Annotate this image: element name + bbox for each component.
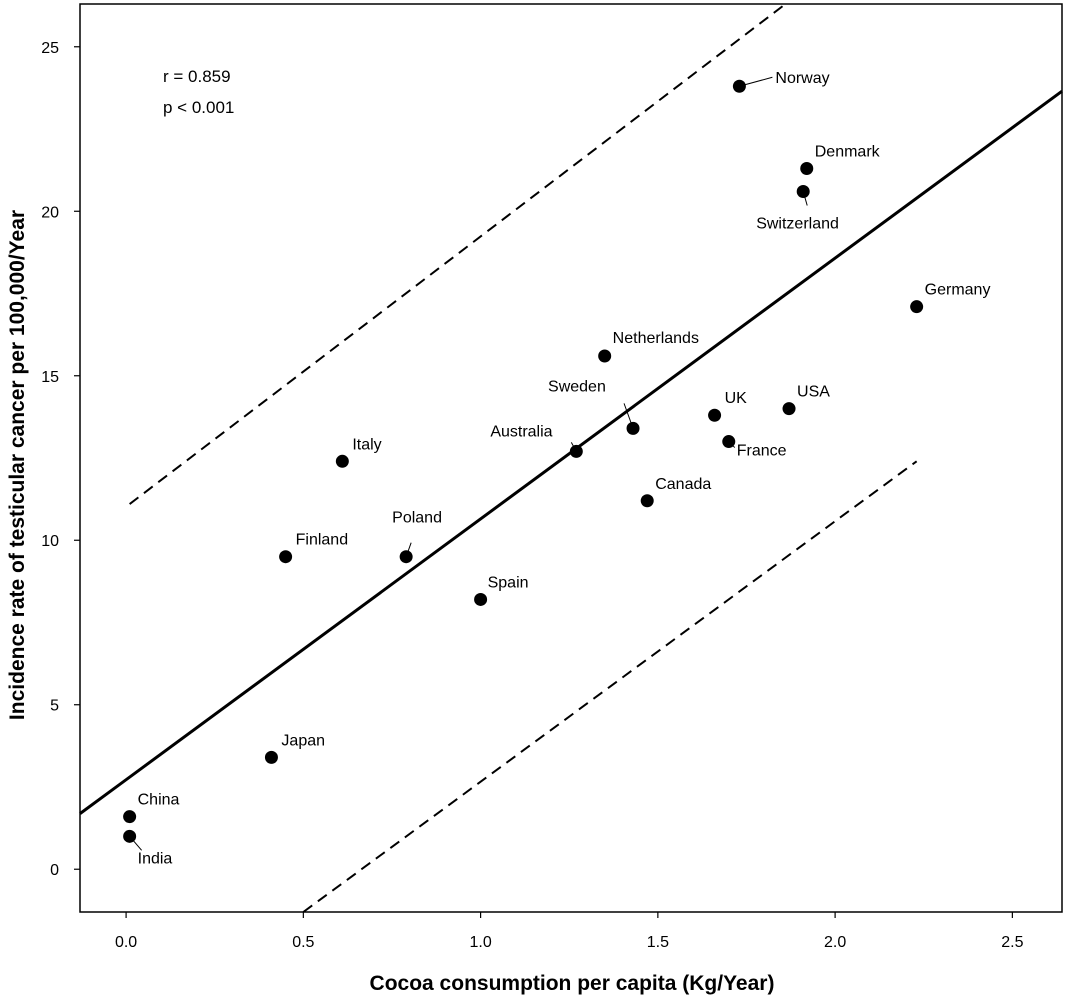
data-point-china (123, 810, 137, 824)
axes-layer: 0.0 0.5 1.0 1.5 2.0 2.5 0 5 10 15 20 25 (41, 40, 1023, 951)
point-label-netherlands: Netherlands (613, 330, 699, 347)
x-tick-label: 2.0 (824, 934, 846, 951)
upper-prediction-band-line (129, 3, 787, 505)
point-label-germany: Germany (925, 282, 991, 299)
correlation-r-text: r = 0.859 (163, 67, 231, 86)
x-tick-label: 0.0 (115, 934, 137, 951)
point-label-france: France (737, 443, 787, 460)
point-label-finland: Finland (296, 532, 348, 549)
data-point-canada (640, 494, 654, 508)
point-label-poland: Poland (392, 510, 442, 527)
y-tick-label: 15 (41, 369, 59, 386)
data-point-usa (782, 402, 796, 416)
y-tick-label: 0 (50, 862, 59, 879)
y-tick-label: 5 (50, 698, 59, 715)
point-label-uk: UK (725, 390, 748, 407)
point-label-italy: Italy (352, 436, 381, 453)
data-point-netherlands (598, 349, 612, 363)
x-tick-label: 1.0 (469, 934, 491, 951)
data-point-sweden (626, 421, 640, 435)
point-label-spain: Spain (488, 574, 529, 591)
x-tick-label: 1.5 (647, 934, 669, 951)
point-label-japan: Japan (281, 732, 325, 749)
data-point-india (123, 829, 137, 843)
data-point-germany (910, 300, 924, 314)
data-point-france (722, 435, 736, 449)
plot-area-frame (79, 3, 1063, 913)
x-tick-label: 0.5 (292, 934, 314, 951)
point-label-norway: Norway (775, 70, 829, 87)
data-point-spain (474, 592, 488, 606)
x-axis-title: Cocoa consumption per capita (Kg/Year) (370, 972, 775, 995)
y-tick-label: 10 (41, 533, 59, 550)
lower-prediction-band-line (302, 460, 918, 913)
point-label-canada: Canada (655, 476, 711, 493)
points-layer: China India Japan Finland Italy Poland Spain Au… (123, 70, 990, 867)
data-point-italy (335, 454, 349, 468)
data-point-denmark (800, 161, 814, 175)
point-label-australia: Australia (490, 423, 552, 440)
data-point-switzerland (796, 185, 810, 199)
data-point-finland (279, 550, 293, 564)
p-value-text: p < 0.001 (163, 98, 234, 117)
data-point-uk (708, 408, 722, 422)
point-label-usa: USA (797, 384, 830, 401)
y-tick-label: 20 (41, 204, 59, 221)
data-point-norway (732, 79, 746, 93)
x-tick-label: 2.5 (1001, 934, 1023, 951)
point-label-china: China (138, 792, 180, 809)
data-point-japan (264, 750, 278, 764)
y-axis-title: Incidence rate of testicular cancer per … (6, 210, 29, 720)
y-tick-label: 25 (41, 40, 59, 57)
lines-layer (79, 3, 1063, 913)
point-label-india: India (138, 850, 173, 867)
data-point-poland (399, 550, 413, 564)
data-point-australia (569, 444, 583, 458)
point-label-sweden: Sweden (548, 378, 606, 395)
point-label-switzerland: Switzerland (756, 216, 839, 233)
point-label-denmark: Denmark (815, 143, 881, 160)
